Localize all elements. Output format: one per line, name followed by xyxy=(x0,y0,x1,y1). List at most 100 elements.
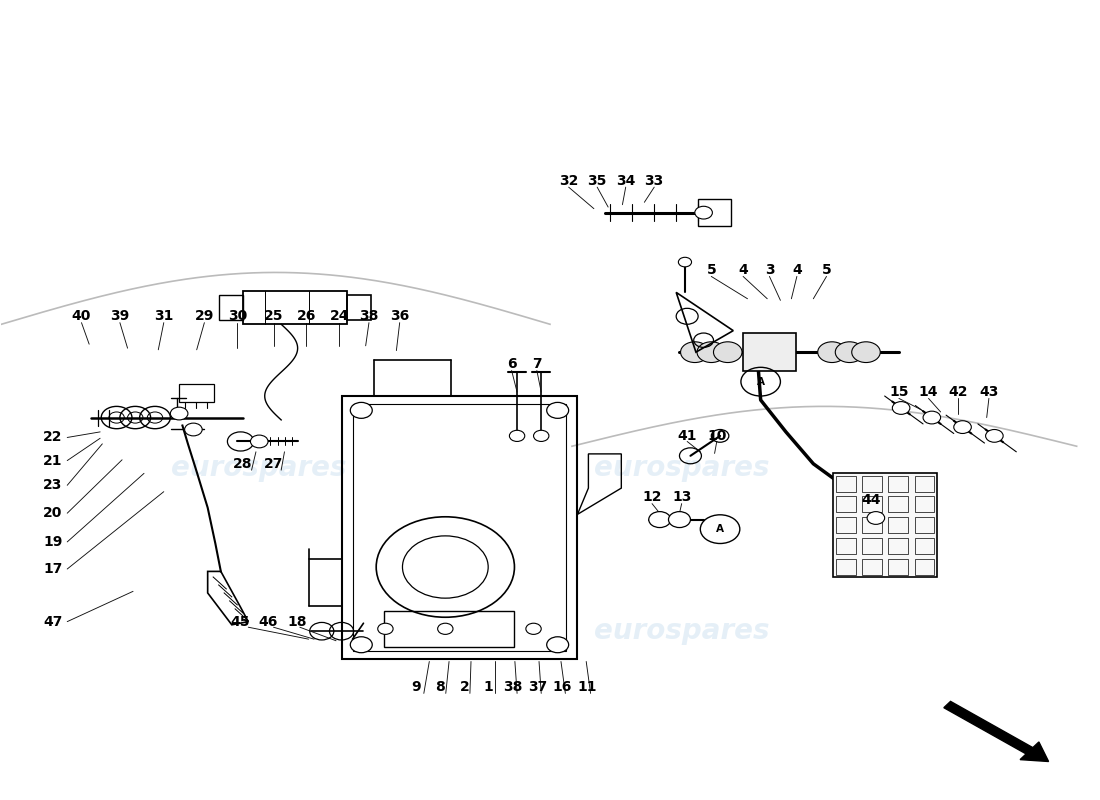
Circle shape xyxy=(892,402,910,414)
Bar xyxy=(346,294,371,320)
Bar xyxy=(833,474,937,577)
Text: 10: 10 xyxy=(707,429,726,443)
Text: 18: 18 xyxy=(288,614,307,629)
Bar xyxy=(914,497,934,513)
Text: 15: 15 xyxy=(889,385,909,399)
Bar xyxy=(341,396,578,659)
Text: 46: 46 xyxy=(258,614,277,629)
Bar xyxy=(836,476,856,492)
Text: 42: 42 xyxy=(948,385,968,399)
Text: 3: 3 xyxy=(764,263,774,277)
Circle shape xyxy=(649,512,671,527)
Text: 44: 44 xyxy=(861,493,881,506)
Text: 4: 4 xyxy=(792,263,802,277)
Text: 32: 32 xyxy=(559,174,579,188)
Text: eurospares: eurospares xyxy=(594,454,769,482)
Circle shape xyxy=(817,342,846,362)
Text: 39: 39 xyxy=(110,310,130,323)
Text: 5: 5 xyxy=(706,263,716,277)
Circle shape xyxy=(350,402,372,418)
Circle shape xyxy=(954,421,971,434)
Circle shape xyxy=(835,342,864,362)
Bar xyxy=(744,333,795,371)
Text: 43: 43 xyxy=(979,385,999,399)
Text: eurospares: eurospares xyxy=(594,617,769,645)
Text: 37: 37 xyxy=(528,680,548,694)
Bar xyxy=(836,558,856,574)
Circle shape xyxy=(251,435,268,448)
Text: 11: 11 xyxy=(578,680,597,694)
Circle shape xyxy=(986,430,1003,442)
Bar xyxy=(836,538,856,554)
Text: 22: 22 xyxy=(43,430,63,445)
Bar xyxy=(836,497,856,513)
Circle shape xyxy=(350,637,372,653)
Circle shape xyxy=(509,430,525,442)
Text: 31: 31 xyxy=(154,310,174,323)
Text: 20: 20 xyxy=(43,506,63,520)
Text: 17: 17 xyxy=(43,562,63,576)
Text: 13: 13 xyxy=(672,490,692,504)
Text: 16: 16 xyxy=(552,680,572,694)
Bar xyxy=(889,517,908,533)
Circle shape xyxy=(377,623,393,634)
Circle shape xyxy=(695,206,713,219)
Bar xyxy=(914,558,934,574)
Bar xyxy=(352,404,566,651)
Circle shape xyxy=(867,512,884,524)
Bar xyxy=(698,199,732,226)
Text: 24: 24 xyxy=(330,310,349,323)
Circle shape xyxy=(438,623,453,634)
Bar xyxy=(914,538,934,554)
Circle shape xyxy=(669,512,691,527)
FancyArrow shape xyxy=(944,702,1048,762)
Bar xyxy=(862,558,882,574)
Bar xyxy=(836,517,856,533)
Bar xyxy=(243,290,346,324)
Circle shape xyxy=(170,407,188,420)
Circle shape xyxy=(697,342,726,362)
Text: A: A xyxy=(716,524,724,534)
Text: 41: 41 xyxy=(678,429,697,443)
Text: 34: 34 xyxy=(616,174,636,188)
Bar xyxy=(889,476,908,492)
Circle shape xyxy=(547,637,569,653)
Bar xyxy=(384,611,514,647)
Text: 40: 40 xyxy=(72,310,91,323)
Circle shape xyxy=(851,342,880,362)
Circle shape xyxy=(681,342,710,362)
Text: 2: 2 xyxy=(460,680,470,694)
Text: 27: 27 xyxy=(264,457,283,470)
Bar xyxy=(862,497,882,513)
Text: 8: 8 xyxy=(436,680,446,694)
Circle shape xyxy=(534,430,549,442)
Circle shape xyxy=(923,411,940,424)
Text: 29: 29 xyxy=(195,310,214,323)
Text: 38: 38 xyxy=(503,680,522,694)
Text: 25: 25 xyxy=(264,310,284,323)
Text: 35: 35 xyxy=(587,174,607,188)
Text: eurospares: eurospares xyxy=(172,454,346,482)
Text: A: A xyxy=(757,377,764,386)
Text: 45: 45 xyxy=(231,614,251,629)
Text: 47: 47 xyxy=(43,614,63,629)
Text: 5: 5 xyxy=(822,263,832,277)
Text: 30: 30 xyxy=(228,310,246,323)
Circle shape xyxy=(526,623,541,634)
Text: 9: 9 xyxy=(411,680,421,694)
Bar xyxy=(914,517,934,533)
Bar xyxy=(889,538,908,554)
Bar xyxy=(862,476,882,492)
Circle shape xyxy=(547,402,569,418)
Text: 26: 26 xyxy=(297,310,316,323)
Text: 28: 28 xyxy=(233,457,253,470)
Bar xyxy=(862,538,882,554)
Bar xyxy=(889,497,908,513)
Circle shape xyxy=(679,258,692,267)
Text: 12: 12 xyxy=(642,490,662,504)
Text: 19: 19 xyxy=(43,535,63,549)
Text: 14: 14 xyxy=(918,385,938,399)
Text: 6: 6 xyxy=(507,357,516,371)
Text: 33: 33 xyxy=(645,174,664,188)
Text: 4: 4 xyxy=(738,263,748,277)
